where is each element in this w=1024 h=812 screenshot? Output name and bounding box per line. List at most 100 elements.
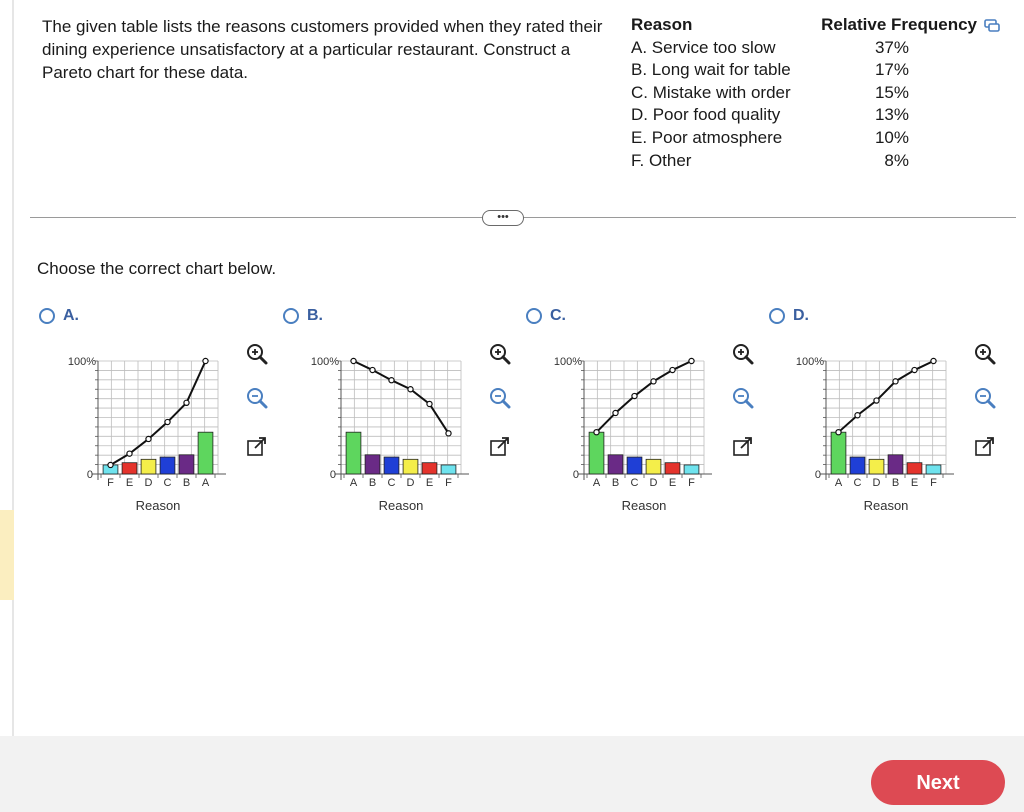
bar-E xyxy=(906,462,923,475)
frequency-table: Reason Relative Frequency A. Service too… xyxy=(631,14,981,172)
x-tick-label-F: F xyxy=(688,477,695,489)
x-axis-label: Reason xyxy=(864,498,909,513)
choice-a[interactable]: A. xyxy=(39,307,79,325)
x-tick-label-D: D xyxy=(145,477,153,489)
zoom-out-icon[interactable] xyxy=(243,384,271,412)
y-tick-label-top: 100% xyxy=(68,356,96,368)
bar-A xyxy=(345,431,362,475)
y-tick-label-top: 100% xyxy=(311,356,339,368)
table-row: A. Service too slow 37% xyxy=(631,37,909,57)
x-tick-label-E: E xyxy=(426,477,433,489)
cumulative-point-B xyxy=(183,399,190,407)
x-tick-label-F: F xyxy=(107,477,114,489)
y-tick-label-bottom: 0 xyxy=(330,469,336,481)
bar-B xyxy=(364,454,381,475)
cumulative-point-B xyxy=(892,378,899,385)
bar-D xyxy=(402,458,419,475)
x-tick-label-C: C xyxy=(854,477,862,489)
cumulative-point-E xyxy=(126,450,133,457)
choice-a-label: A. xyxy=(63,307,79,324)
x-tick-label-E: E xyxy=(126,477,133,489)
bar-D xyxy=(140,458,157,475)
bar-D xyxy=(645,458,662,475)
bar-C xyxy=(626,456,643,475)
x-tick-label-F: F xyxy=(930,477,937,489)
zoom-in-icon[interactable] xyxy=(243,340,271,368)
cumulative-point-F xyxy=(445,430,452,437)
pareto-chart-d: 100% 0 A C D B E F Reason xyxy=(796,356,954,513)
y-tick-label-bottom: 0 xyxy=(87,469,93,481)
cumulative-point-A xyxy=(350,357,357,365)
x-tick-label-D: D xyxy=(407,477,415,489)
cumulative-point-F xyxy=(688,357,695,365)
x-axis-label: Reason xyxy=(136,498,181,513)
cumulative-point-D xyxy=(407,386,414,393)
table-row: F. Other 8% xyxy=(631,150,909,170)
cumulative-point-E xyxy=(426,400,433,408)
bar-F xyxy=(683,464,700,475)
next-button[interactable]: Next xyxy=(871,760,1005,805)
pareto-chart-c: 100% 0 A B C D E F Reason xyxy=(554,356,712,513)
cumulative-point-C xyxy=(631,392,638,400)
choice-b-label: B. xyxy=(307,307,323,324)
bar-B xyxy=(178,454,195,475)
radio-d[interactable] xyxy=(769,308,785,324)
x-tick-label-E: E xyxy=(669,477,676,489)
bar-E xyxy=(421,462,438,475)
y-tick-label-top: 100% xyxy=(796,356,824,368)
zoom-out-icon[interactable] xyxy=(729,384,757,412)
table-header-frequency: Relative Frequency xyxy=(821,15,977,34)
x-tick-label-B: B xyxy=(369,477,376,489)
expand-icon[interactable] xyxy=(486,434,514,462)
x-tick-label-F: F xyxy=(445,477,452,489)
x-tick-label-C: C xyxy=(388,477,396,489)
zoom-in-icon[interactable] xyxy=(971,340,999,368)
x-axis-label: Reason xyxy=(379,498,424,513)
cumulative-line xyxy=(353,360,450,434)
more-button[interactable]: ••• xyxy=(482,210,524,226)
bar-A xyxy=(588,431,605,475)
zoom-out-icon[interactable] xyxy=(971,384,999,412)
x-tick-label-A: A xyxy=(350,477,358,489)
cumulative-point-D xyxy=(145,435,152,443)
expand-icon[interactable] xyxy=(243,434,271,462)
expand-icon[interactable] xyxy=(729,434,757,462)
bar-B xyxy=(887,454,904,475)
pareto-chart-b: 100% 0 A B C D E F Reason xyxy=(311,356,469,513)
cumulative-point-E xyxy=(669,366,676,374)
instruction-text: Choose the correct chart below. xyxy=(37,259,277,278)
expand-icon[interactable] xyxy=(971,434,999,462)
cumulative-point-A xyxy=(835,428,842,436)
radio-b[interactable] xyxy=(283,308,299,324)
bar-B xyxy=(607,454,624,475)
cumulative-point-E xyxy=(911,366,918,374)
zoom-in-icon[interactable] xyxy=(729,340,757,368)
copy-icon[interactable] xyxy=(984,19,1000,33)
x-tick-label-E: E xyxy=(911,477,918,489)
y-tick-label-bottom: 0 xyxy=(573,469,579,481)
bar-A xyxy=(830,431,847,475)
zoom-out-icon[interactable] xyxy=(486,384,514,412)
x-axis-label: Reason xyxy=(622,498,667,513)
choice-c[interactable]: C. xyxy=(526,307,566,325)
x-tick-label-D: D xyxy=(650,477,658,489)
bar-A xyxy=(197,431,214,475)
choice-b[interactable]: B. xyxy=(283,307,323,325)
x-tick-label-B: B xyxy=(892,477,899,489)
zoom-in-icon[interactable] xyxy=(486,340,514,368)
cumulative-line xyxy=(837,360,934,433)
choice-d[interactable]: D. xyxy=(769,307,809,325)
radio-a[interactable] xyxy=(39,308,55,324)
left-accent-bar xyxy=(0,510,14,600)
cumulative-point-B xyxy=(612,409,619,417)
x-tick-label-B: B xyxy=(612,477,619,489)
bar-F xyxy=(925,464,942,475)
x-tick-label-D: D xyxy=(873,477,881,489)
bar-E xyxy=(121,462,138,475)
radio-c[interactable] xyxy=(526,308,542,324)
bottom-bar xyxy=(0,736,1024,812)
choice-d-label: D. xyxy=(793,307,809,324)
x-tick-label-A: A xyxy=(835,477,843,489)
pareto-chart-a: 100% 0 F E D C B A Reason xyxy=(68,356,226,513)
cumulative-point-C xyxy=(164,418,171,426)
